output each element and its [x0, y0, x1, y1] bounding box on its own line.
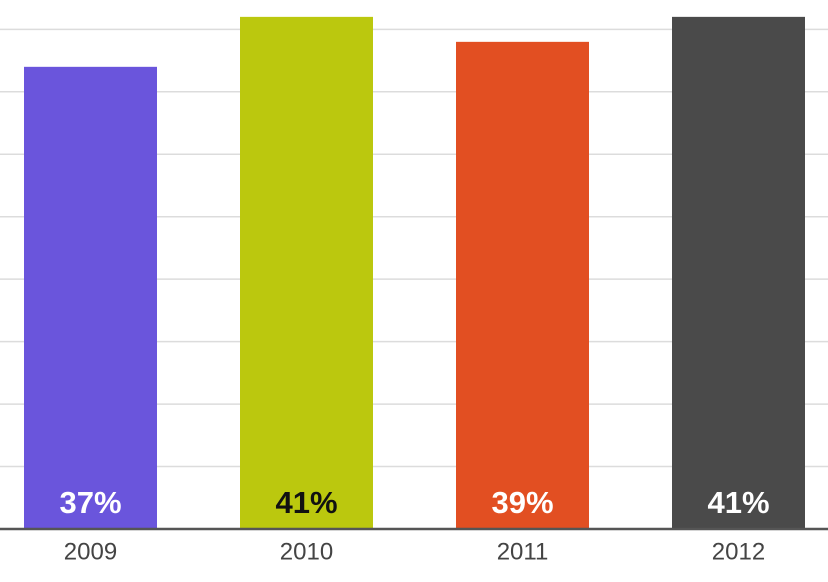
bar	[456, 41, 589, 529]
value-label: 41%	[275, 485, 337, 520]
x-tick-label: 2012	[712, 538, 765, 565]
value-label: 37%	[59, 485, 121, 520]
x-tick-label: 2011	[497, 538, 549, 565]
bar	[672, 16, 805, 530]
x-tick-label: 2009	[64, 538, 117, 565]
bar	[240, 16, 373, 530]
x-tick-label: 2010	[280, 538, 333, 565]
bar	[24, 66, 157, 529]
value-label: 39%	[491, 485, 553, 520]
value-label: 41%	[707, 485, 769, 520]
